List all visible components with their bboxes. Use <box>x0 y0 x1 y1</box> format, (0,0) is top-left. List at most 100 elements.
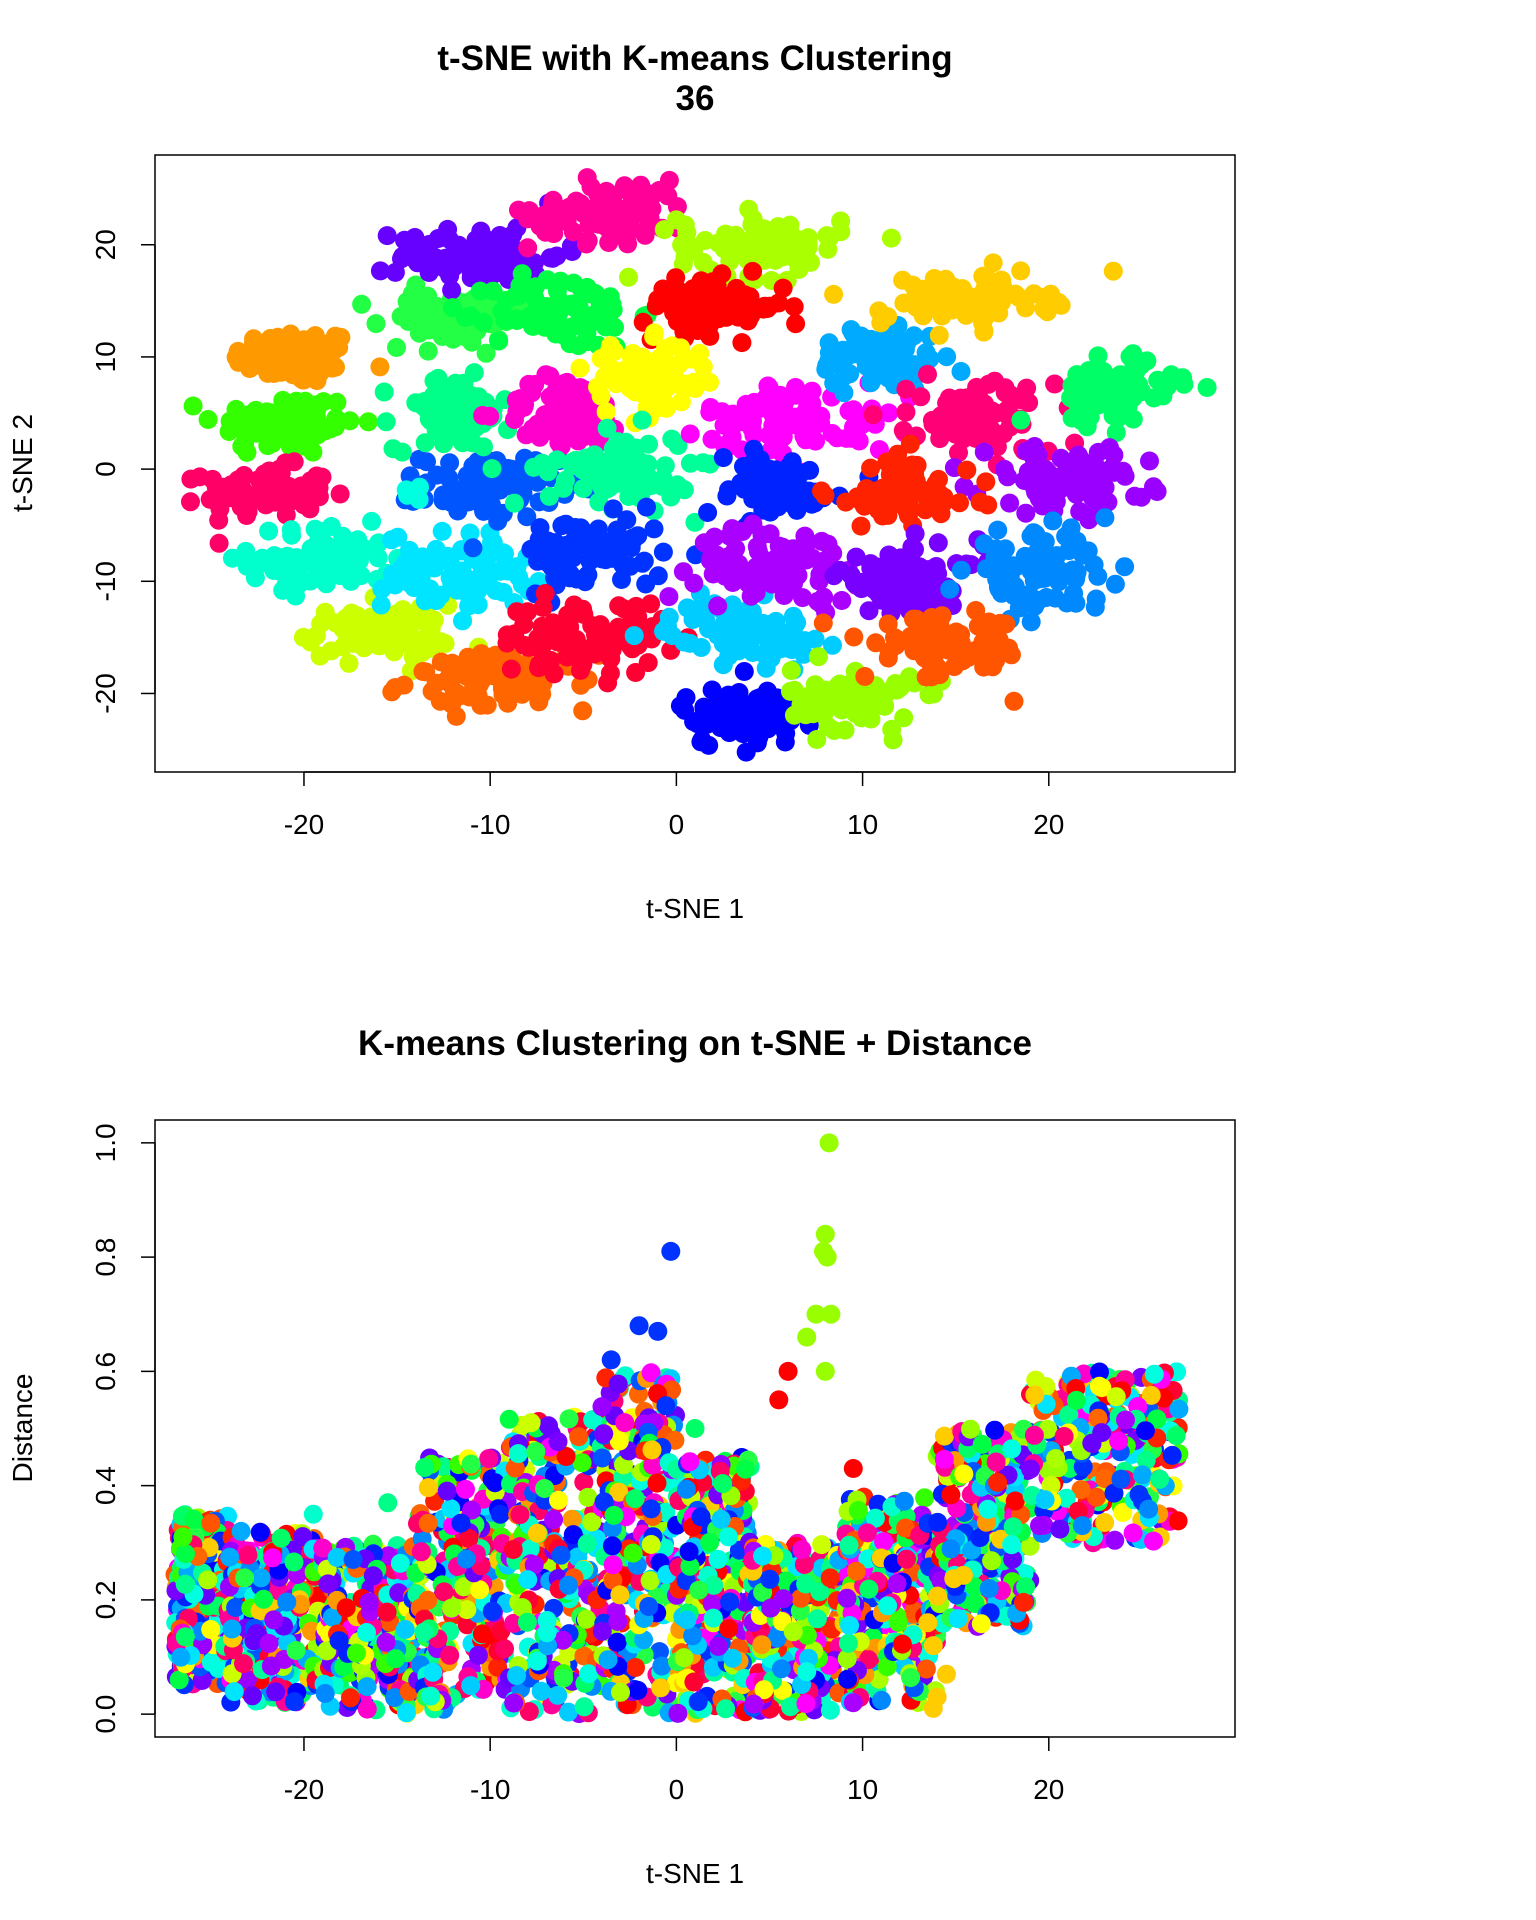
data-point <box>718 1527 738 1547</box>
data-point <box>691 638 711 657</box>
data-point <box>1125 486 1145 506</box>
data-point <box>578 231 598 251</box>
data-point <box>608 1374 628 1394</box>
data-point <box>796 550 816 570</box>
data-point <box>271 1528 291 1548</box>
data-point <box>700 1532 720 1552</box>
data-point <box>1105 574 1125 594</box>
data-point <box>440 1645 460 1665</box>
data-point <box>723 573 743 592</box>
data-point <box>341 1688 360 1708</box>
data-point <box>600 663 620 683</box>
data-point <box>644 323 664 343</box>
data-point <box>570 358 590 378</box>
data-point <box>472 1624 492 1644</box>
data-point <box>171 1647 191 1667</box>
data-point <box>592 1621 612 1641</box>
data-point <box>417 452 436 472</box>
data-point <box>985 558 1005 577</box>
data-point <box>256 495 276 515</box>
data-point <box>760 711 780 731</box>
data-point <box>371 595 391 615</box>
data-point <box>774 481 794 501</box>
data-point <box>708 1636 728 1656</box>
data-point <box>901 626 921 646</box>
data-point <box>638 653 658 673</box>
data-point <box>672 235 692 255</box>
data-point <box>329 1631 349 1651</box>
data-point <box>973 266 993 286</box>
chart1-subtitle: 36 <box>676 79 715 118</box>
data-point <box>443 329 463 349</box>
data-point <box>404 578 424 598</box>
data-point <box>418 1478 438 1498</box>
data-point <box>626 1658 645 1677</box>
data-point <box>483 533 503 552</box>
data-point <box>702 429 722 449</box>
data-point <box>719 480 739 500</box>
data-point <box>966 601 986 620</box>
data-point <box>809 647 828 667</box>
data-point <box>836 428 856 448</box>
data-point <box>399 245 418 265</box>
data-point <box>708 1549 728 1569</box>
data-point <box>774 542 794 562</box>
data-point <box>713 1474 733 1494</box>
data-point <box>642 1440 662 1460</box>
data-point <box>1173 368 1193 388</box>
data-point <box>664 480 684 500</box>
data-point <box>622 610 642 630</box>
data-point <box>362 511 382 531</box>
data-point <box>1030 487 1050 507</box>
data-point <box>237 1669 257 1689</box>
data-point <box>928 533 948 553</box>
data-point <box>1127 354 1147 374</box>
data-point <box>604 1505 624 1525</box>
data-point <box>261 1656 281 1676</box>
data-point <box>1045 374 1065 394</box>
data-point <box>1057 593 1077 613</box>
data-point <box>521 1413 541 1433</box>
data-point <box>418 304 438 324</box>
data-point <box>600 287 620 307</box>
data-point <box>284 1552 304 1572</box>
data-point <box>541 650 561 670</box>
data-point <box>289 352 309 372</box>
data-point <box>415 1458 435 1477</box>
data-point <box>418 341 438 361</box>
data-point <box>342 603 361 623</box>
data-point <box>900 434 920 454</box>
y-tick-label: 10 <box>90 341 121 372</box>
data-point <box>933 493 953 513</box>
data-point <box>829 355 849 375</box>
data-point <box>689 1580 709 1600</box>
data-point <box>499 1409 519 1429</box>
data-point <box>658 288 678 308</box>
data-point <box>562 242 582 261</box>
data-point <box>1001 385 1021 405</box>
data-point <box>184 1509 204 1529</box>
data-point <box>505 286 525 306</box>
data-point <box>824 721 844 740</box>
data-point <box>784 297 804 317</box>
data-point <box>550 271 570 291</box>
data-point <box>989 303 1009 323</box>
data-point <box>869 584 889 604</box>
data-point <box>263 1548 283 1568</box>
data-point <box>773 278 793 298</box>
data-point <box>477 695 497 715</box>
data-point <box>789 247 809 267</box>
data-point <box>402 284 422 304</box>
data-point <box>209 533 229 553</box>
data-point <box>715 232 735 252</box>
data-point <box>562 317 582 337</box>
data-point <box>866 633 886 653</box>
data-point <box>778 465 798 485</box>
data-point <box>918 364 937 384</box>
data-point <box>528 628 548 648</box>
data-point <box>640 1571 660 1591</box>
data-point <box>856 352 876 372</box>
data-point <box>520 379 540 399</box>
data-point <box>281 520 301 540</box>
data-point <box>509 567 529 587</box>
